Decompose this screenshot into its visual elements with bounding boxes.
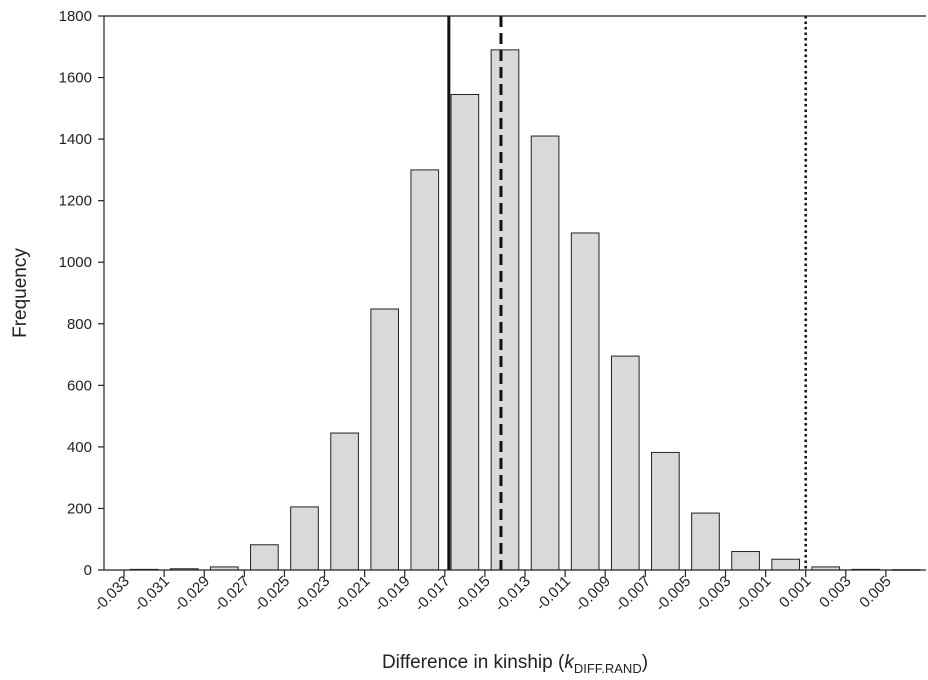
bar-14 — [691, 512, 720, 571]
y-tick-label-6: 1200 — [59, 193, 92, 210]
x-tick-label-3: -0.027 — [211, 573, 253, 615]
x-axis-label-subscript: DIFF.RAND — [574, 661, 642, 676]
bars-group — [129, 49, 921, 571]
x-tick-label-2: -0.029 — [171, 573, 213, 615]
y-axis-label: Frequency — [10, 248, 31, 338]
x-tick-label-6: -0.021 — [331, 573, 373, 615]
bar-16 — [771, 558, 800, 571]
bar-4 — [290, 506, 319, 571]
bar-10 — [530, 135, 560, 571]
y-tick-label-2: 400 — [67, 439, 92, 456]
y-axis-ticks: 0 200 400 600 800 1000 1200 1400 1600 1800 — [59, 8, 104, 579]
y-tick-label-1: 200 — [67, 500, 92, 517]
x-tick-label-8: -0.017 — [412, 573, 454, 615]
x-tick-label-16: -0.001 — [732, 573, 774, 615]
x-tick-label-19: 0.005 — [856, 573, 895, 612]
bar-6 — [370, 308, 400, 571]
y-tick-label-9: 1800 — [59, 8, 92, 25]
x-axis-label-text: Difference in kinship ( — [382, 652, 565, 673]
bar-13 — [651, 451, 680, 571]
x-tick-label-14: -0.005 — [652, 573, 694, 615]
x-axis-ticks: -0.033-0.031-0.029-0.027-0.025-0.023-0.0… — [91, 570, 895, 615]
bar-5 — [330, 432, 359, 571]
x-tick-label-1: -0.031 — [131, 573, 173, 615]
x-tick-label-12: -0.009 — [572, 573, 614, 615]
x-tick-label-10: -0.013 — [492, 573, 534, 615]
x-tick-label-13: -0.007 — [612, 573, 654, 615]
bar-3 — [250, 544, 279, 571]
x-tick-label-11: -0.011 — [533, 573, 574, 614]
bar-11 — [570, 232, 600, 571]
bar-12 — [610, 355, 640, 571]
y-tick-label-3: 600 — [67, 377, 92, 394]
x-axis-label-close: ) — [642, 652, 648, 673]
x-tick-label-18: 0.003 — [816, 573, 855, 612]
x-tick-label-0: -0.033 — [91, 573, 133, 615]
y-tick-label-5: 1000 — [59, 254, 92, 271]
y-tick-label-8: 1600 — [59, 70, 92, 87]
x-tick-label-15: -0.003 — [692, 573, 734, 615]
bar-8 — [450, 93, 480, 571]
bar-15 — [731, 551, 760, 571]
y-tick-label-4: 800 — [67, 316, 92, 333]
reference-lines — [447, 16, 807, 570]
x-tick-label-9: -0.015 — [452, 573, 494, 615]
x-tick-label-7: -0.019 — [371, 573, 413, 615]
y-tick-label-0: 0 — [84, 562, 92, 579]
x-tick-label-4: -0.025 — [251, 573, 293, 615]
x-tick-label-5: -0.023 — [291, 573, 333, 615]
x-axis-label: Difference in kinship (kDIFF.RAND) — [382, 652, 648, 676]
x-axis-label-var: k — [564, 652, 575, 673]
bar-9 — [490, 49, 520, 571]
x-tick-label-17: 0.001 — [776, 573, 815, 612]
bar-7 — [410, 169, 440, 571]
y-tick-label-7: 1400 — [59, 131, 92, 148]
